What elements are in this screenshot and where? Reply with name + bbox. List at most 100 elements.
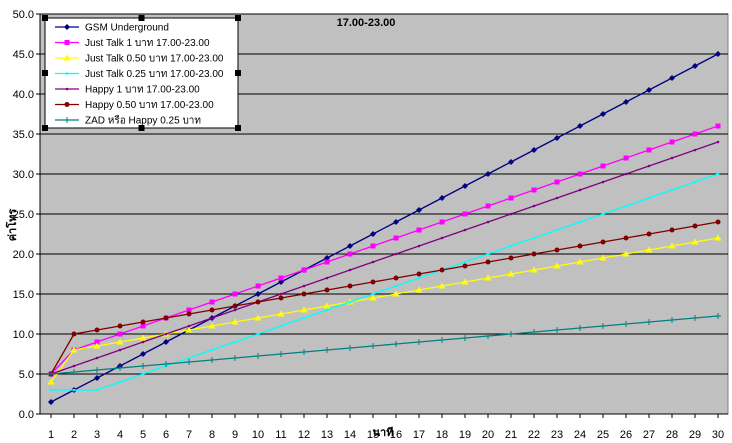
data-point: [186, 311, 192, 317]
data-point: [232, 291, 238, 297]
data-point: [439, 267, 445, 273]
legend-entry: Just Talk 1 บาท 17.00-23.00: [55, 38, 210, 49]
data-point: [63, 54, 71, 61]
data-point: [347, 283, 353, 289]
x-tick-label: 14: [344, 429, 356, 441]
data-point: [255, 283, 261, 289]
data-point: [461, 278, 469, 285]
data-point: [576, 258, 584, 265]
legend-entry: ZAD หรือ Happy 0.25 บาท: [55, 115, 201, 127]
data-point: [647, 164, 651, 168]
data-point: [716, 172, 720, 176]
data-point: [440, 236, 444, 240]
data-point: [555, 196, 559, 200]
data-point: [646, 147, 652, 153]
data-point: [347, 243, 353, 249]
data-point: [231, 318, 239, 325]
legend-entry: Just Talk 0.50 บาท 17.00-23.00: [55, 54, 224, 65]
x-tick-label: 16: [390, 429, 402, 441]
data-point: [554, 135, 560, 141]
data-point: [601, 180, 605, 184]
data-point: [71, 369, 77, 375]
data-point: [601, 212, 605, 216]
series-line: [51, 173, 719, 391]
data-point: [394, 252, 398, 256]
data-point: [417, 276, 421, 280]
data-point: [140, 351, 146, 357]
series-line: [50, 315, 719, 375]
data-point: [485, 333, 491, 339]
data-point: [715, 219, 721, 225]
data-point: [646, 231, 652, 237]
x-tick-label: 9: [232, 429, 238, 441]
data-point: [301, 267, 307, 273]
data-point: [187, 356, 191, 360]
data-point: [485, 259, 491, 265]
data-point: [693, 148, 697, 152]
x-tick-label: 8: [209, 429, 215, 441]
data-point: [577, 123, 583, 129]
data-point: [141, 340, 145, 344]
x-tick-label: 12: [298, 429, 310, 441]
data-point: [486, 220, 490, 224]
data-point: [279, 324, 283, 328]
data-point: [509, 244, 513, 248]
data-point: [370, 343, 376, 349]
data-point: [163, 361, 169, 367]
data-point: [208, 322, 216, 329]
data-point: [94, 339, 100, 345]
x-tick-label: 17: [413, 429, 425, 441]
data-point: [462, 335, 468, 341]
data-point: [647, 196, 651, 200]
x-tick-label: 11: [275, 429, 286, 441]
data-point: [692, 223, 698, 229]
data-point: [486, 252, 490, 256]
y-axis-title: ค่าโทร: [5, 209, 19, 242]
data-point: [508, 255, 514, 261]
data-point: [554, 327, 560, 333]
legend-label: Happy 1 บาท 17.00-23.00: [85, 85, 200, 96]
x-tick-label: 5: [140, 429, 146, 441]
legend-resize-handle: [138, 125, 145, 131]
data-point: [416, 271, 422, 277]
data-point: [48, 399, 54, 405]
series-line: [50, 53, 719, 403]
data-point: [210, 316, 214, 320]
data-point: [348, 268, 352, 272]
data-point: [277, 310, 285, 317]
x-tick-label: 22: [528, 429, 540, 441]
data-point: [233, 340, 237, 344]
data-point: [532, 204, 536, 208]
x-tick-label: 7: [186, 429, 192, 441]
legend-entry: Happy 0.50 บาท 17.00-23.00: [55, 100, 214, 111]
legend-entry: Happy 1 บาท 17.00-23.00: [55, 85, 200, 96]
data-point: [64, 24, 70, 30]
data-point: [186, 359, 192, 365]
data-point: [600, 163, 606, 169]
legend[interactable]: GSM Underground Just Talk 1 บาท 17.00-23.…: [42, 15, 241, 131]
x-tick-label: 10: [252, 429, 264, 441]
legend-resize-handle: [235, 15, 241, 21]
data-point: [715, 123, 721, 129]
data-point: [255, 291, 261, 297]
data-point: [48, 371, 54, 377]
data-point: [669, 317, 675, 323]
data-point: [347, 251, 353, 257]
data-point: [578, 220, 582, 224]
legend-resize-handle: [235, 70, 241, 76]
data-point: [508, 195, 514, 201]
data-point: [232, 303, 238, 309]
x-tick-label: 20: [482, 429, 494, 441]
data-point: [462, 263, 468, 269]
series-line: [50, 221, 719, 375]
data-point: [577, 171, 583, 177]
y-tick-label: 15.0: [13, 289, 34, 301]
data-point: [185, 326, 193, 333]
data-point: [462, 183, 468, 189]
data-point: [415, 286, 423, 293]
y-tick-label: 35.0: [13, 129, 34, 141]
data-point: [463, 228, 467, 232]
data-point: [49, 388, 53, 392]
